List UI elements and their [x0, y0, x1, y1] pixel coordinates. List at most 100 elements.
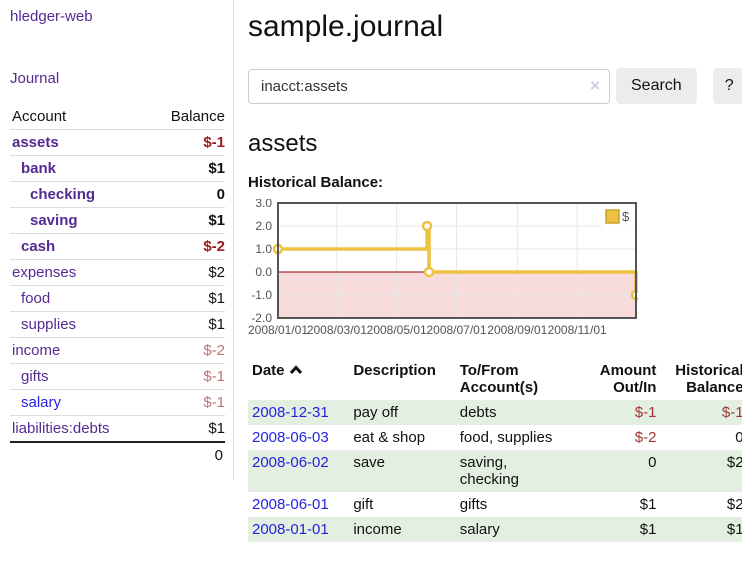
svg-text:2008/07/01: 2008/07/01 [426, 323, 486, 337]
sidebar-account-link[interactable]: gifts [21, 368, 49, 385]
register-amount: 0 [648, 454, 657, 471]
register-date: 2008-01-01 [248, 517, 349, 542]
register-header-balance: Historical Balance [658, 358, 742, 400]
sidebar-account-cell: salary [10, 389, 148, 416]
sidebar-account-cell: expenses [10, 259, 148, 286]
register-table: Date Description To/From Account(s) Amou… [248, 358, 742, 542]
account-title: assets [248, 130, 318, 157]
register-date: 2008-12-31 [248, 400, 349, 425]
register-description: income [353, 521, 402, 538]
register-amount: $-1 [634, 404, 657, 421]
sidebar: hledger-web Journal Account Balance asse… [0, 0, 234, 480]
sidebar-account-link[interactable]: assets [12, 134, 59, 151]
register-amount: $1 [639, 496, 657, 513]
register-date: 2008-06-01 [248, 492, 349, 517]
register-row[interactable]: 2008-06-02 save saving, checking 0 $2 [248, 450, 742, 492]
svg-text:2008/11/01: 2008/11/01 [548, 323, 607, 337]
sidebar-account-link[interactable]: expenses [12, 264, 77, 281]
search-form: × Search ? [248, 68, 742, 104]
register-row[interactable]: 2008-06-03 eat & shop food, supplies $-2 0 [248, 425, 742, 450]
svg-text:-1.0: -1.0 [251, 288, 272, 302]
sidebar-account-link[interactable]: income [12, 342, 61, 359]
sidebar-account-link[interactable]: saving [30, 212, 78, 229]
chart-legend: $ [602, 207, 634, 227]
sidebar-account-link[interactable]: supplies [21, 316, 77, 333]
sidebar-account-row: food $1 [10, 285, 225, 312]
sidebar-account-row: salary $-1 [10, 389, 225, 416]
page-title: sample.journal [248, 10, 444, 43]
sidebar-account-row: income $-2 [10, 337, 225, 364]
sidebar-account-row: checking 0 [10, 181, 225, 208]
sidebar-account-link[interactable]: checking [30, 186, 96, 203]
sidebar-account-row: gifts $-1 [10, 363, 225, 390]
svg-text:2.0: 2.0 [255, 219, 272, 233]
search-input-wrap: × [248, 68, 610, 104]
historical-balance-chart: 3.0 2.0 1.0 0.0 -1.0 -2.02008/01/012008/03/01… [248, 196, 642, 337]
svg-text:2008/01/01: 2008/01/01 [248, 323, 308, 337]
help-button[interactable]: ? [712, 68, 742, 104]
svg-text:-2.0: -2.0 [251, 311, 272, 325]
accounts-header-account: Account [12, 108, 67, 125]
register-header-accounts-line1: To/From [459, 362, 519, 379]
sidebar-account-row: supplies $1 [10, 311, 225, 338]
register-description: pay off [353, 404, 399, 421]
brand-link[interactable]: hledger-web [10, 8, 93, 25]
sidebar-account-cell: food [10, 285, 148, 312]
sidebar-account-link[interactable]: salary [21, 394, 62, 411]
main-content: sample.journal × Search ? assets Histori… [234, 0, 742, 562]
register-header-balance-line1: Historical [675, 362, 742, 379]
accounts-total-row: 0 [10, 441, 225, 468]
sidebar-account-link[interactable]: liabilities:debts [12, 420, 110, 437]
register-accounts: gifts [459, 496, 488, 513]
register-date-link[interactable]: 2008-12-31 [252, 404, 329, 421]
sidebar-account-balance: $2 [147, 259, 225, 286]
sidebar-account-link[interactable]: cash [21, 238, 56, 255]
register-date-link[interactable]: 2008-01-01 [252, 521, 329, 538]
clear-search-icon[interactable]: × [590, 75, 600, 95]
sidebar-account-row: bank $1 [10, 155, 225, 182]
sidebar-account-cell: saving [10, 207, 148, 234]
register-accounts: debts [459, 404, 497, 421]
register-header-date[interactable]: Date [248, 358, 349, 400]
sidebar-account-balance: $1 [147, 155, 225, 182]
sidebar-account-balance: $1 [147, 415, 225, 442]
sidebar-account-cell: liabilities:debts [10, 415, 148, 442]
sidebar-account-link[interactable]: food [21, 290, 51, 307]
sidebar-account-cell: checking [10, 181, 148, 208]
register-header-balance-line2: Balance [686, 379, 742, 396]
register-amount: $-2 [634, 429, 657, 446]
accounts-total-value: 0 [10, 441, 225, 468]
register-row[interactable]: 2008-12-31 pay off debts $-1 $-1 [248, 400, 742, 425]
register-accounts: saving, checking [459, 454, 519, 488]
accounts-header-row: Account Balance [10, 104, 225, 130]
register-balance: 0 [735, 429, 742, 446]
register-header-accounts-line2: Account(s) [459, 379, 539, 396]
sidebar-account-balance: $-1 [147, 363, 225, 390]
search-button[interactable]: Search [616, 68, 697, 104]
search-input[interactable] [248, 68, 610, 104]
sidebar-account-balance: $-2 [147, 233, 225, 260]
accounts-header-balance: Balance [170, 108, 225, 125]
sidebar-account-row: saving $1 [10, 207, 225, 234]
chart-label: Historical Balance: [248, 174, 384, 191]
sidebar-account-balance: 0 [147, 181, 225, 208]
register-header-date-label: Date [252, 362, 285, 379]
register-header-amount-line2: Out/In [613, 379, 657, 396]
sidebar-item-journal[interactable]: Journal [10, 70, 60, 87]
register-date-link[interactable]: 2008-06-01 [252, 496, 329, 513]
sidebar-account-cell: cash [10, 233, 148, 260]
register-description: eat & shop [353, 429, 426, 446]
sidebar-account-balance: $-2 [147, 337, 225, 364]
register-row[interactable]: 2008-06-01 gift gifts $1 $2 [248, 492, 742, 517]
sidebar-account-cell: assets [10, 129, 148, 156]
sidebar-account-link[interactable]: bank [21, 160, 57, 177]
register-date-link[interactable]: 2008-06-03 [252, 429, 329, 446]
sidebar-account-cell: gifts [10, 363, 148, 390]
sidebar-account-balance: $-1 [147, 129, 225, 156]
sidebar-account-row: assets $-1 [10, 129, 225, 156]
register-row[interactable]: 2008-01-01 income salary $1 $1 [248, 517, 742, 542]
register-date-link[interactable]: 2008-06-02 [252, 454, 329, 471]
register-balance: $-1 [721, 404, 742, 421]
svg-text:2008/03/01: 2008/03/01 [307, 323, 367, 337]
